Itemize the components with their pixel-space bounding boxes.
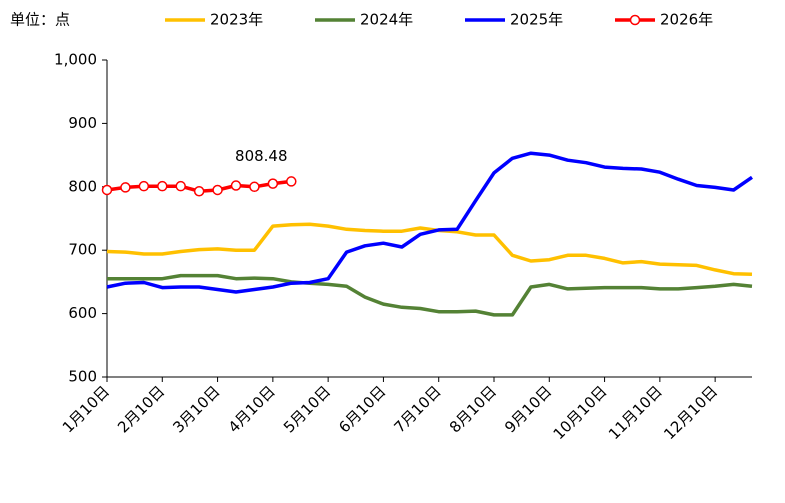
marker — [212, 184, 223, 196]
x-tick-label: 12月10日 — [660, 382, 721, 443]
y-tick-label: 600 — [68, 304, 97, 322]
marker — [175, 180, 186, 192]
y-tick-label: 800 — [68, 177, 97, 195]
x-tick-label: 5月10日 — [280, 382, 334, 436]
y-tick-label: 700 — [68, 241, 97, 259]
marker — [157, 180, 168, 192]
marker — [267, 178, 279, 189]
x-tick-label: 11月10日 — [605, 382, 666, 443]
marker — [230, 180, 242, 191]
y-tick-label: 500 — [68, 368, 97, 386]
series-line — [106, 151, 753, 294]
series-line — [107, 273, 753, 317]
series-line — [106, 222, 753, 277]
unit-label: 单位：点 — [10, 11, 70, 29]
legend-label: 2024年 — [360, 11, 413, 29]
x-tick-label: 1月10日 — [59, 382, 113, 436]
x-tick-label: 2月10日 — [114, 382, 168, 436]
x-tick-label: 3月10日 — [169, 382, 223, 436]
y-tick-label: 1,000 — [54, 51, 97, 69]
marker — [286, 176, 297, 187]
x-tick-label: 10月10日 — [550, 382, 611, 443]
legend-marker — [629, 14, 641, 26]
x-tick-label: 8月10日 — [446, 382, 500, 436]
x-tick-label: 9月10日 — [501, 382, 555, 436]
marker — [193, 185, 205, 197]
y-tick-label: 900 — [68, 114, 97, 132]
x-tick-label: 4月10日 — [225, 382, 279, 436]
marker — [138, 180, 150, 192]
legend-label: 2025年 — [510, 11, 563, 29]
marker — [120, 182, 131, 193]
x-tick-label: 6月10日 — [335, 382, 389, 436]
data-label: 808.48 — [235, 147, 288, 165]
marker — [249, 181, 260, 193]
marker — [101, 184, 113, 196]
legend-label: 2023年 — [210, 11, 263, 29]
legend-label: 2026年 — [660, 11, 713, 29]
x-tick-label: 7月10日 — [391, 382, 445, 436]
